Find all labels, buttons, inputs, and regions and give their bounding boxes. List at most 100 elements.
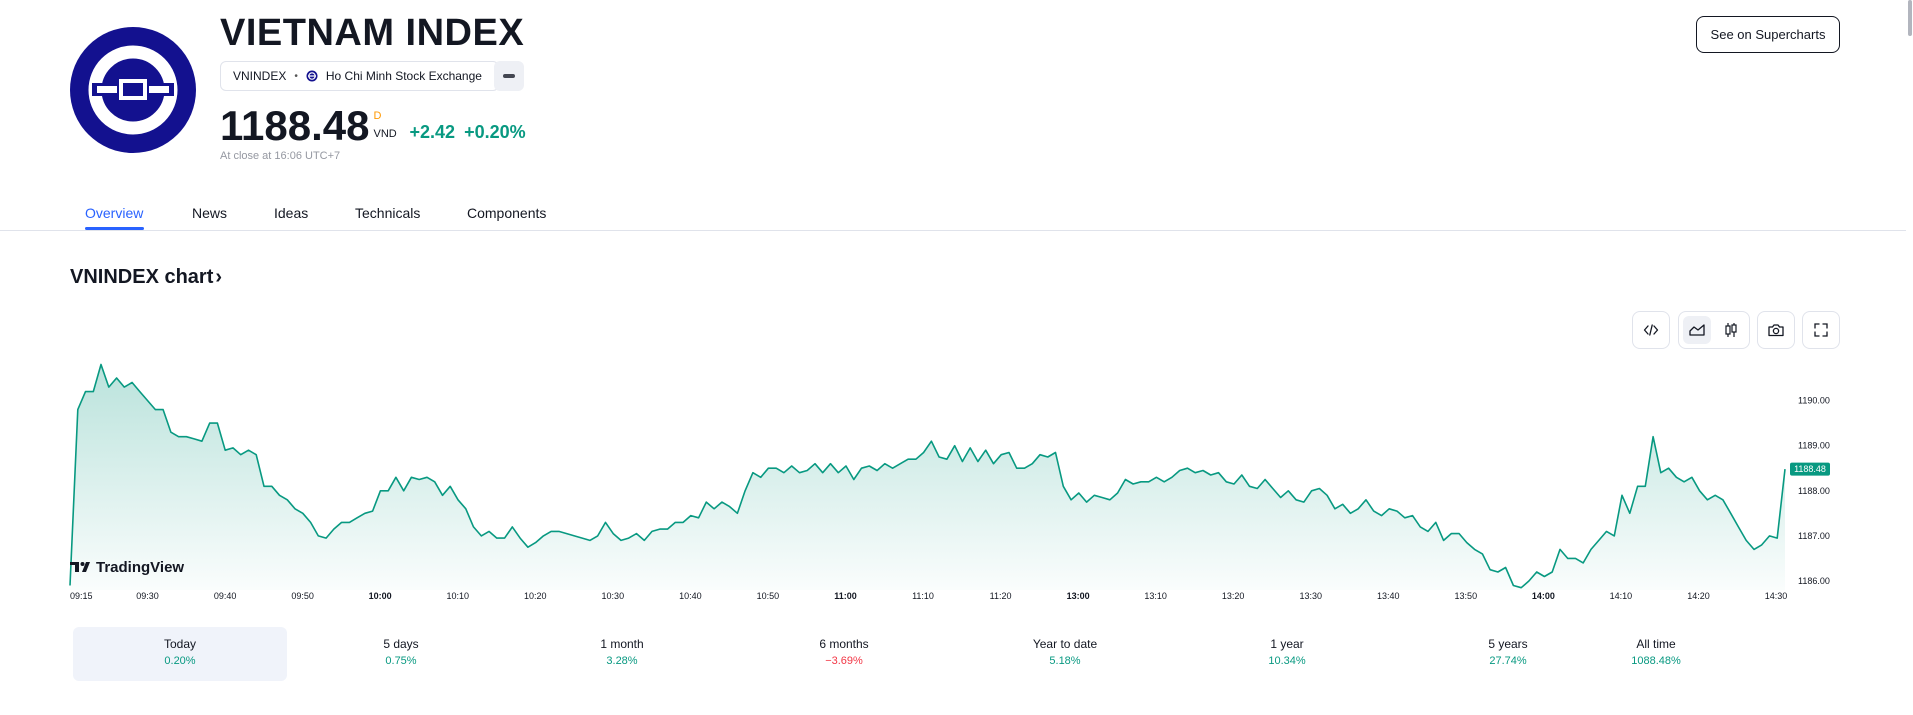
- period-1-year[interactable]: 1 year 10.34%: [1180, 627, 1394, 681]
- y-tick-label: 1190.00: [1798, 396, 1830, 406]
- market-close-note: At close at 16:06 UTC+7: [220, 150, 341, 162]
- embed-code-icon: [1643, 324, 1659, 336]
- x-tick-label: 10:30: [602, 591, 625, 601]
- x-tick-label: 09:30: [136, 591, 159, 601]
- snapshot-button[interactable]: [1757, 311, 1795, 349]
- x-tick-label: 13:10: [1144, 591, 1167, 601]
- x-tick-label: 10:40: [679, 591, 702, 601]
- active-tab-indicator: [85, 227, 144, 230]
- period-value: 3.28%: [606, 655, 638, 667]
- tab-components[interactable]: Components: [467, 205, 547, 221]
- chart-heading-link[interactable]: VNINDEX chart ›: [70, 266, 222, 289]
- candles-icon: [1725, 323, 1737, 337]
- period-label: 5 years: [1488, 637, 1528, 651]
- period-today[interactable]: Today 0.20%: [73, 627, 287, 681]
- period-year-to-date[interactable]: Year to date 5.18%: [958, 627, 1172, 681]
- period-performance: Today 0.20% 5 days 0.75% 1 month 3.28% 6…: [73, 627, 1763, 681]
- period-value: 5.18%: [1049, 655, 1081, 667]
- tradingview-watermark[interactable]: TradingView: [70, 559, 184, 576]
- x-tick-label: 11:20: [990, 591, 1012, 601]
- period-value: 0.75%: [385, 655, 417, 667]
- vnindex-logo: [70, 27, 196, 153]
- x-tick-label: 14:20: [1687, 591, 1710, 601]
- embed-code-button[interactable]: [1632, 311, 1670, 349]
- x-tick-label: 09:15: [70, 591, 93, 601]
- exchange-logo-icon: [306, 70, 318, 82]
- fullscreen-icon: [1814, 323, 1828, 337]
- period-value: 0.20%: [164, 655, 196, 667]
- period-6-months[interactable]: 6 months −3.69%: [737, 627, 951, 681]
- page-scrollbar-thumb[interactable]: [1908, 0, 1912, 36]
- price-unit: D VND: [374, 104, 402, 148]
- price-change: +2.42 +0.20%: [410, 122, 526, 143]
- price-area-fill: [70, 364, 1785, 590]
- chart-style-group: [1678, 311, 1750, 349]
- tradingview-logo-slash: [82, 562, 90, 572]
- x-tick-label: 10:50: [757, 591, 780, 601]
- period-5-years[interactable]: 5 years 27.74%: [1401, 627, 1615, 681]
- last-price-value: 1188.48: [1794, 464, 1826, 474]
- change-absolute: +2.42: [409, 122, 456, 142]
- x-tick-label: 09:50: [291, 591, 314, 601]
- period-value: 10.34%: [1268, 655, 1306, 667]
- y-tick-label: 1188.00: [1798, 486, 1830, 496]
- x-tick-label: 11:00: [834, 591, 857, 601]
- page-title: VIETNAM INDEX: [220, 12, 525, 54]
- y-tick-label: 1187.00: [1798, 531, 1830, 541]
- price-row: 1188.48 D VND +2.42 +0.20%: [220, 104, 526, 148]
- symbol-exchange-badge[interactable]: VNINDEX • Ho Chi Minh Stock Exchange: [220, 61, 499, 91]
- tab-news[interactable]: News: [192, 205, 228, 221]
- x-tick-label: 10:00: [369, 591, 392, 601]
- data-delay-badge[interactable]: D: [373, 110, 382, 122]
- period-label: All time: [1636, 637, 1676, 651]
- candles-button[interactable]: [1717, 316, 1745, 344]
- period-label: 1 year: [1270, 637, 1304, 651]
- page-scrollbar[interactable]: [1906, 0, 1913, 715]
- minus-icon: [503, 74, 515, 78]
- y-tick-label: 1186.00: [1798, 576, 1830, 586]
- symbol-tabs: Overview News Ideas Technicals Component…: [0, 196, 1913, 231]
- price-line: [69, 363, 1786, 589]
- tab-technicals[interactable]: Technicals: [355, 205, 421, 221]
- area-chart-button[interactable]: [1683, 316, 1711, 344]
- tab-ideas[interactable]: Ideas: [274, 205, 309, 221]
- tradingview-logo-icon: [70, 562, 79, 572]
- x-tick-label: 13:50: [1455, 591, 1478, 601]
- period-value: 1088.48%: [1631, 655, 1681, 667]
- x-tick-label: 10:20: [524, 591, 547, 601]
- x-tick-label: 13:40: [1377, 591, 1400, 601]
- separator-dot: •: [294, 70, 298, 82]
- exchange-name: Ho Chi Minh Stock Exchange: [325, 69, 482, 83]
- period-value: 27.74%: [1489, 655, 1527, 667]
- period-label: 5 days: [383, 637, 419, 651]
- x-tick-label: 14:00: [1532, 591, 1555, 601]
- chevron-right-icon: ›: [215, 266, 223, 288]
- fullscreen-button[interactable]: [1802, 311, 1840, 349]
- area-chart-icon: [1689, 324, 1705, 336]
- x-tick-label: 13:30: [1299, 591, 1322, 601]
- period-5-days[interactable]: 5 days 0.75%: [294, 627, 508, 681]
- period-1-month[interactable]: 1 month 3.28%: [515, 627, 729, 681]
- x-tick-label: 09:40: [214, 591, 237, 601]
- y-axis: 1190.00 1189.00 1188.00 1187.00 1186.00: [1798, 396, 1830, 586]
- period-all-time[interactable]: All time 1088.48%: [1549, 627, 1763, 681]
- more-button[interactable]: [494, 61, 524, 91]
- period-label: 6 months: [819, 637, 869, 651]
- hose-logo-icon: [88, 45, 178, 135]
- camera-icon: [1768, 324, 1784, 337]
- currency-label: VND: [373, 128, 397, 140]
- period-label: Today: [163, 637, 197, 651]
- chart-heading-text: VNINDEX chart: [70, 266, 214, 288]
- period-value: −3.69%: [825, 655, 863, 667]
- price-chart[interactable]: 1190.00 1189.00 1188.00 1187.00 1186.00 09:1…: [0, 350, 1906, 610]
- x-tick-label: 11:10: [912, 591, 934, 601]
- last-price-label: 1188.48: [1790, 462, 1830, 476]
- x-tick-label: 13:00: [1067, 591, 1090, 601]
- x-tick-label: 10:10: [446, 591, 469, 601]
- tradingview-logo-dot: [80, 562, 85, 566]
- tab-overview[interactable]: Overview: [85, 205, 144, 221]
- x-tick-label: 14:30: [1765, 591, 1788, 601]
- see-on-supercharts-button[interactable]: See on Supercharts: [1696, 16, 1840, 53]
- last-price-tag: [1790, 462, 1830, 476]
- last-price: 1188.48: [220, 102, 370, 149]
